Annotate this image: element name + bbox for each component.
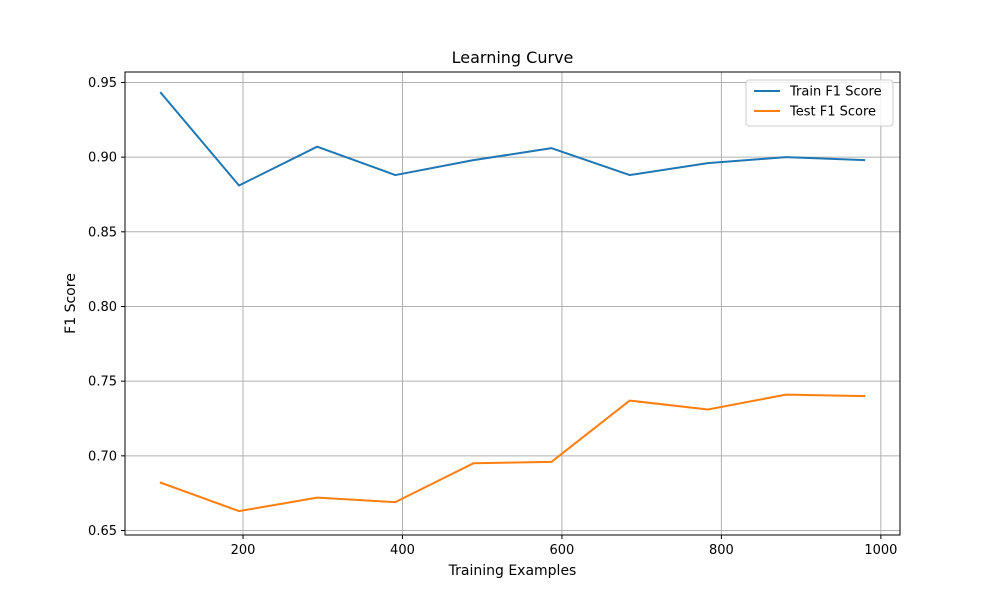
legend-box <box>745 79 894 127</box>
x-tick-label: 600 <box>550 543 575 558</box>
y-tick-label: 0.95 <box>88 76 117 91</box>
y-tick-label: 0.80 <box>88 300 117 315</box>
legend: Train F1 Score Test F1 Score <box>745 79 894 127</box>
x-tick-label: 200 <box>231 543 256 558</box>
y-tick-label: 0.75 <box>88 375 117 390</box>
series-layer <box>159 91 866 513</box>
legend-label-train: Train F1 Score <box>789 85 882 100</box>
y-tick-label: 0.70 <box>88 449 117 464</box>
test-f1-line <box>159 393 866 513</box>
y-tick-label: 0.85 <box>88 225 117 240</box>
y-tick-label: 0.90 <box>88 151 117 166</box>
x-axis-label: Training Examples <box>448 563 577 579</box>
grid <box>125 72 900 535</box>
legend-label-test: Test F1 Score <box>789 105 876 120</box>
chart-title: Learning Curve <box>452 48 574 67</box>
x-tick-label: 800 <box>709 543 734 558</box>
x-tick-label: 400 <box>390 543 415 558</box>
y-tick-label: 0.65 <box>88 524 117 539</box>
plot-area <box>125 72 900 535</box>
axis-ticks: 200 400 600 800 1000 0.65 0.70 0.75 0.80 0.85 0.90… <box>88 76 897 558</box>
train-f1-line <box>159 91 866 187</box>
plot-frame <box>124 71 901 536</box>
y-axis-label: F1 Score <box>63 273 79 334</box>
x-tick-label: 1000 <box>864 543 897 558</box>
